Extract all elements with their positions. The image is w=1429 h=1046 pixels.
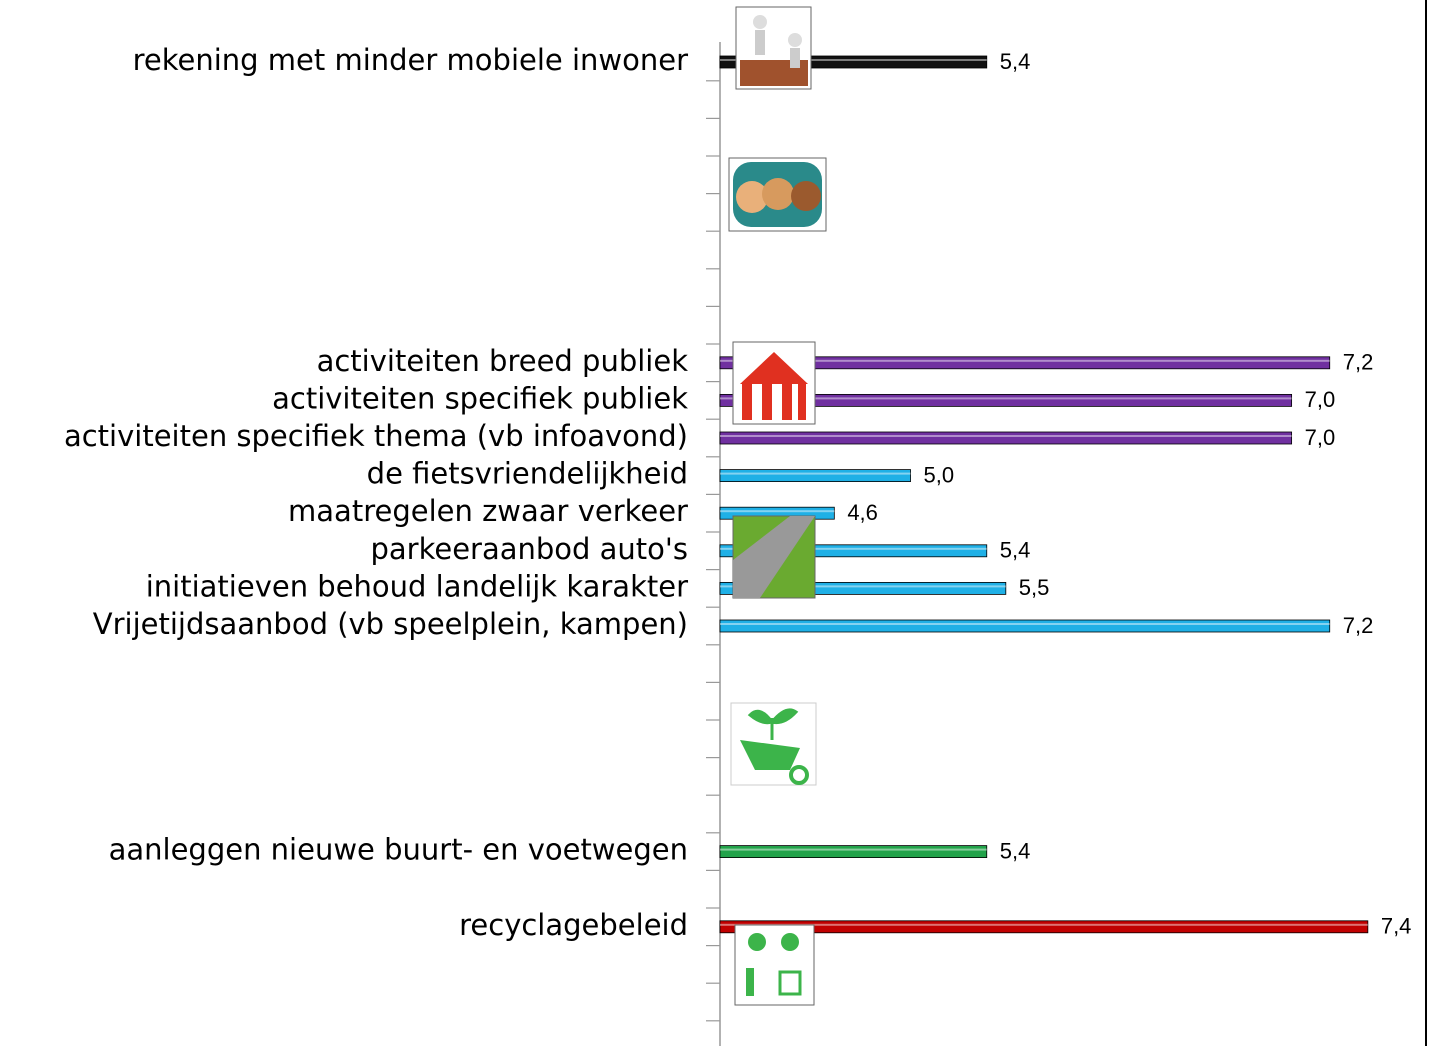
bar-highlight: [720, 473, 911, 475]
category-label: de fietsvriendelijkheid: [367, 457, 688, 491]
value-label: 5,4: [1000, 838, 1031, 863]
bar: [720, 921, 1368, 933]
bar-highlight: [720, 924, 1368, 926]
value-label: 7,0: [1305, 425, 1336, 450]
category-label: initiatieven behoud landelijk karakter: [146, 569, 688, 603]
value-label: 7,4: [1381, 914, 1412, 939]
category-label: recyclagebeleid: [459, 908, 688, 942]
icon-circus: [733, 342, 815, 424]
category-label: maatregelen zwaar verkeer: [288, 494, 688, 528]
icon-helping: [736, 7, 811, 89]
bar: [720, 620, 1330, 632]
value-label: 5,5: [1019, 575, 1050, 600]
category-label: activiteiten specifiek publiek: [272, 381, 688, 415]
bar-highlight: [720, 623, 1330, 625]
value-label: 5,0: [924, 462, 955, 487]
value-label: 4,6: [847, 500, 878, 525]
icon-road: [733, 516, 815, 598]
bar-highlight: [720, 435, 1292, 437]
icon-recycle: [735, 925, 814, 1005]
category-label: aanleggen nieuwe buurt- en voetwegen: [109, 833, 688, 867]
value-label: 7,2: [1343, 613, 1374, 638]
bar: [720, 432, 1292, 444]
value-label: 7,2: [1343, 350, 1374, 375]
icon-faces: [729, 158, 826, 231]
chart: rekening met minder mobiele inwoner 5,4 ac…: [0, 0, 1429, 1046]
value-label: 7,0: [1305, 387, 1336, 412]
value-label: 5,4: [1000, 538, 1031, 563]
category-label: activiteiten specifiek thema (vb infoavo…: [64, 419, 688, 453]
category-label: Vrijetijdsaanbod (vb speelplein, kampen): [93, 607, 688, 641]
page: {"chart_data": {"type": "hbar", "categor…: [0, 0, 1429, 1046]
icon-garden: [731, 703, 816, 785]
bar: [720, 846, 987, 858]
category-label: activiteiten breed publiek: [317, 344, 689, 378]
bar-highlight: [720, 849, 987, 851]
category-label: rekening met minder mobiele inwoner: [133, 43, 688, 77]
value-label: 5,4: [1000, 49, 1031, 74]
category-label: parkeeraanbod auto's: [370, 532, 688, 566]
bar: [720, 470, 911, 482]
bar-highlight: [720, 510, 834, 512]
